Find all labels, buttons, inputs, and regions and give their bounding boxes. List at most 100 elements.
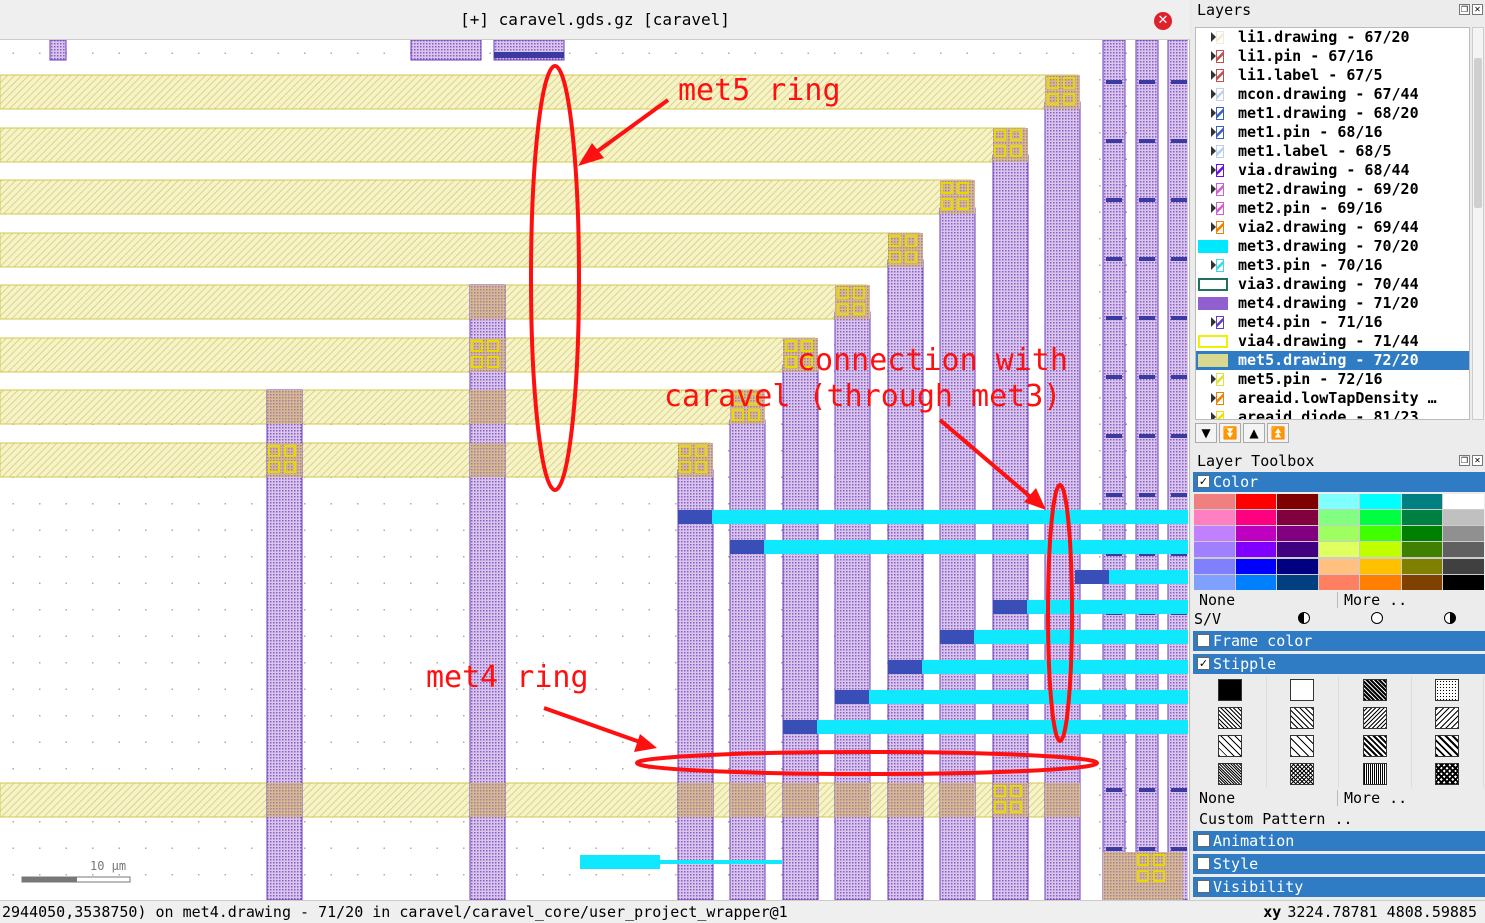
palette-color-swatch[interactable] [1194, 526, 1235, 542]
layout-canvas[interactable]: 10 µm met5 ring connection with caravel … [0, 40, 1188, 900]
expand-arrow-icon[interactable] [1211, 203, 1216, 213]
stipple-pattern-icon[interactable] [1435, 763, 1460, 785]
layer-row[interactable]: li1.pin - 67/16 [1196, 47, 1469, 66]
close-icon[interactable]: ✕ [1154, 12, 1172, 30]
layer-row[interactable]: via3.drawing - 70/44 [1196, 275, 1469, 294]
layer-row[interactable]: met3.pin - 70/16 [1196, 256, 1469, 275]
palette-color-swatch[interactable] [1235, 558, 1277, 574]
stipple-more-button[interactable]: More .. [1344, 789, 1408, 807]
expand-arrow-icon[interactable] [1211, 89, 1216, 99]
layer-row[interactable]: met4.drawing - 71/20 [1196, 294, 1469, 313]
palette-color-swatch[interactable] [1277, 574, 1318, 590]
palette-color-swatch[interactable] [1401, 526, 1443, 542]
palette-color-swatch[interactable] [1277, 526, 1318, 542]
stipple-none-button[interactable]: None [1199, 789, 1236, 807]
contrast-icon[interactable] [1444, 612, 1456, 624]
palette-color-swatch[interactable] [1194, 558, 1235, 574]
layer-row[interactable]: via.drawing - 68/44 [1196, 161, 1469, 180]
palette-color-swatch[interactable] [1318, 526, 1360, 542]
expand-arrow-icon[interactable] [1211, 393, 1216, 403]
palette-color-swatch[interactable] [1318, 510, 1360, 526]
palette-color-swatch[interactable] [1360, 542, 1401, 558]
layer-row[interactable]: mcon.drawing - 67/44 [1196, 85, 1469, 104]
stipple-pattern-icon[interactable] [1290, 707, 1315, 729]
expand-arrow-icon[interactable] [1211, 146, 1216, 156]
palette-color-swatch[interactable] [1277, 494, 1318, 509]
palette-color-swatch[interactable] [1277, 510, 1318, 526]
palette-color-swatch[interactable] [1194, 542, 1235, 558]
layers-list[interactable]: li1.drawing - 67/20 li1.pin - 67/16 li1.la… [1195, 27, 1470, 420]
float-icon[interactable]: ❐ [1459, 455, 1470, 466]
palette-color-swatch[interactable] [1235, 542, 1277, 558]
expand-arrow-icon[interactable] [1211, 51, 1216, 61]
expand-arrow-icon[interactable] [1211, 260, 1216, 270]
move-up-icon[interactable]: ▲ [1243, 423, 1265, 443]
expand-arrow-icon[interactable] [1211, 165, 1216, 175]
checkbox-checked-icon[interactable]: ✓ [1197, 475, 1210, 488]
palette-color-swatch[interactable] [1194, 574, 1235, 590]
float-icon[interactable]: ❐ [1459, 4, 1470, 15]
palette-color-swatch[interactable] [1318, 542, 1360, 558]
palette-color-swatch[interactable] [1235, 526, 1277, 542]
layer-row[interactable]: areaid.diode - 81/23 [1196, 408, 1469, 419]
expand-arrow-icon[interactable] [1211, 222, 1216, 232]
palette-color-swatch[interactable] [1401, 574, 1443, 590]
palette-color-swatch[interactable] [1360, 574, 1401, 590]
stipple-pattern-icon[interactable] [1290, 679, 1315, 701]
stipple-pattern-icon[interactable] [1217, 735, 1242, 757]
layer-row[interactable]: met1.pin - 68/16 [1196, 123, 1469, 142]
stipple-pattern-icon[interactable] [1435, 735, 1460, 757]
brightness-icon[interactable] [1371, 612, 1383, 624]
scrollbar-thumb[interactable] [1474, 58, 1482, 208]
checkbox-unchecked-icon[interactable] [1197, 880, 1210, 893]
palette-color-swatch[interactable] [1235, 574, 1277, 590]
layers-scrollbar[interactable] [1472, 27, 1484, 420]
move-down-icon[interactable]: ▼ [1195, 423, 1217, 443]
frame-color-toggle[interactable]: Frame color [1193, 631, 1485, 651]
palette-color-swatch[interactable] [1360, 558, 1401, 574]
stipple-pattern-icon[interactable] [1217, 707, 1242, 729]
palette-color-swatch[interactable] [1401, 558, 1443, 574]
palette-color-swatch[interactable] [1401, 494, 1443, 509]
saturation-icon[interactable] [1298, 612, 1310, 624]
stipple-pattern-icon[interactable] [1362, 735, 1387, 757]
stipple-pattern-icon[interactable] [1290, 763, 1315, 785]
layer-row[interactable]: via2.drawing - 69/44 [1196, 218, 1469, 237]
stipple-pattern-icon[interactable] [1362, 707, 1387, 729]
move-top-icon[interactable]: ⏫ [1267, 423, 1289, 443]
palette-color-swatch[interactable] [1318, 574, 1360, 590]
checkbox-checked-icon[interactable]: ✓ [1197, 657, 1210, 670]
close-icon[interactable]: ✕ [1472, 4, 1483, 15]
palette-color-swatch[interactable] [1360, 526, 1401, 542]
expand-arrow-icon[interactable] [1211, 184, 1216, 194]
expand-arrow-icon[interactable] [1211, 70, 1216, 80]
palette-color-swatch[interactable] [1277, 558, 1318, 574]
layer-row[interactable]: met1.drawing - 68/20 [1196, 104, 1469, 123]
visibility-toggle[interactable]: Visibility [1193, 877, 1485, 897]
palette-color-swatch[interactable] [1277, 542, 1318, 558]
color-more-button[interactable]: More .. [1344, 591, 1408, 609]
checkbox-unchecked-icon[interactable] [1197, 634, 1210, 647]
close-icon[interactable]: ✕ [1472, 455, 1483, 466]
palette-color-swatch[interactable] [1401, 510, 1443, 526]
palette-color-swatch[interactable] [1235, 494, 1277, 509]
stipple-pattern-icon[interactable] [1217, 763, 1242, 785]
layer-row[interactable]: met4.pin - 71/16 [1196, 313, 1469, 332]
palette-color-swatch[interactable] [1443, 510, 1484, 526]
palette-color-swatch[interactable] [1318, 558, 1360, 574]
viewer-tab-title[interactable]: [+] caravel.gds.gz [caravel] ✕ [0, 0, 1190, 40]
color-section-toggle[interactable]: ✓ Color [1193, 472, 1485, 492]
move-bottom-icon[interactable]: ⏬ [1219, 423, 1241, 443]
expand-arrow-icon[interactable] [1211, 412, 1216, 419]
palette-color-swatch[interactable] [1401, 542, 1443, 558]
palette-color-swatch[interactable] [1194, 494, 1235, 509]
expand-arrow-icon[interactable] [1211, 317, 1216, 327]
stipple-pattern-icon[interactable] [1435, 679, 1460, 701]
checkbox-unchecked-icon[interactable] [1197, 857, 1210, 870]
palette-color-swatch[interactable] [1360, 510, 1401, 526]
stipple-section-toggle[interactable]: ✓ Stipple [1193, 654, 1485, 674]
palette-color-swatch[interactable] [1443, 574, 1484, 590]
stipple-pattern-icon[interactable] [1217, 679, 1242, 701]
custom-pattern-button[interactable]: Custom Pattern .. [1194, 809, 1484, 829]
palette-color-swatch[interactable] [1443, 558, 1484, 574]
